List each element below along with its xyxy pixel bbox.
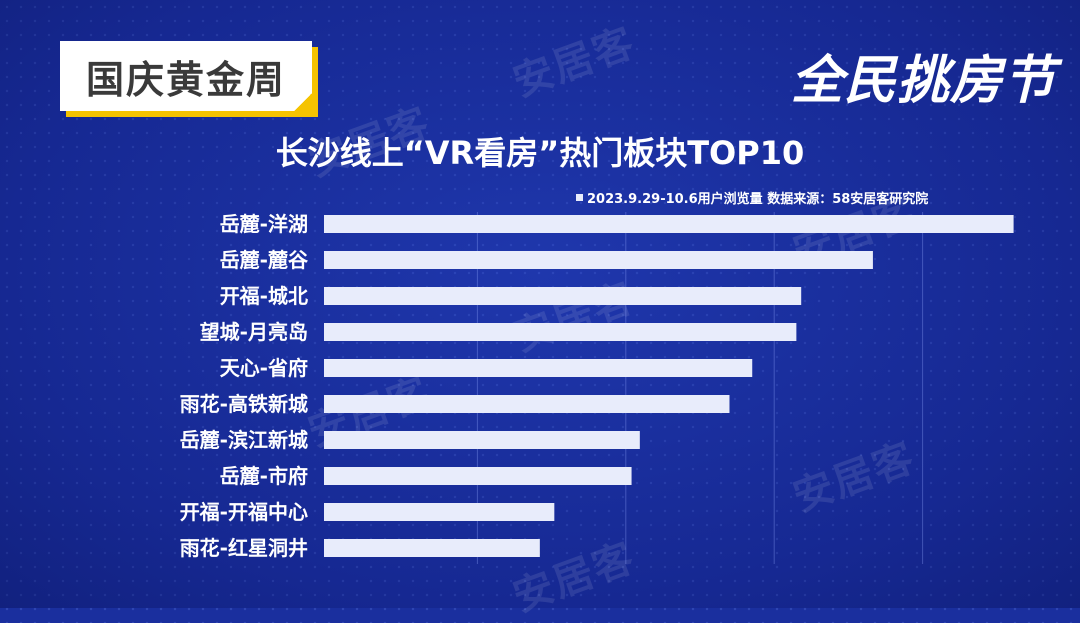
badge-text: 国庆黄金周 [85, 57, 286, 102]
legend-swatch [576, 194, 583, 201]
bar [324, 395, 730, 413]
bar [324, 359, 753, 377]
category-label: 岳麓-麓谷 [220, 248, 309, 272]
legend-text: 2023.9.29-10.6用户浏览量 数据来源：58安居客研究院 [587, 192, 929, 207]
category-label: 开福-开福中心 [180, 500, 308, 524]
category-label: 开福-城北 [220, 284, 308, 308]
category-label: 雨花-红星洞井 [180, 536, 308, 560]
bar [324, 539, 540, 557]
bar [324, 467, 632, 485]
category-label: 望城-月亮岛 [200, 320, 308, 344]
category-label: 雨花-高铁新城 [180, 392, 308, 416]
bar [324, 287, 802, 305]
event-badge: 国庆黄金周 [60, 41, 312, 111]
category-label: 岳麓-洋湖 [220, 212, 308, 236]
category-label: 岳麓-滨江新城 [180, 428, 308, 452]
bar [324, 251, 873, 269]
category-label: 天心-省府 [220, 356, 308, 380]
bar [324, 503, 555, 521]
badge-fold [294, 93, 312, 111]
brand-logo: 全民挑房节 [790, 51, 1056, 111]
bar [324, 215, 1014, 233]
chart-legend: 2023.9.29-10.6用户浏览量 数据来源：58安居客研究院 [576, 188, 928, 207]
bar [324, 323, 797, 341]
category-label: 岳麓-市府 [220, 464, 308, 488]
bar [324, 431, 640, 449]
bar-chart: 岳麓-洋湖岳麓-麓谷开福-城北望城-月亮岛天心-省府雨花-高铁新城岳麓-滨江新城… [180, 212, 1014, 564]
chart-title: 长沙线上“VR看房”热门板块TOP10 [275, 134, 805, 172]
